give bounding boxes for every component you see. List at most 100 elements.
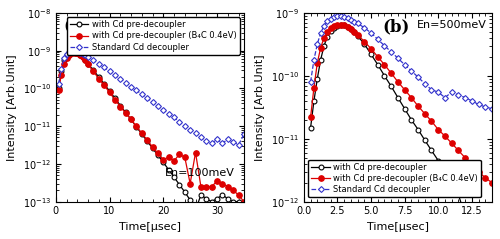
Standard Cd decoupler xyxy=(241,133,247,136)
with Cd pre-decoupler xyxy=(328,29,334,32)
Standard Cd decoupler xyxy=(61,57,67,60)
X-axis label: Time[μsec]: Time[μsec] xyxy=(119,222,181,232)
with Cd pre-decoupler (B₄C 0.4eV) xyxy=(328,26,334,29)
Standard Cd decoupler xyxy=(395,57,401,60)
Line: with Cd pre-decoupler: with Cd pre-decoupler xyxy=(56,49,246,212)
with Cd pre-decoupler xyxy=(150,147,156,150)
with Cd pre-decoupler (B₄C 0.4eV) xyxy=(85,63,91,66)
with Cd pre-decoupler (B₄C 0.4eV) xyxy=(344,26,350,29)
Standard Cd decoupler xyxy=(82,54,88,57)
with Cd pre-decoupler xyxy=(72,51,78,54)
Standard Cd decoupler xyxy=(122,81,128,84)
with Cd pre-decoupler xyxy=(408,118,414,121)
with Cd pre-decoupler (B₄C 0.4eV) xyxy=(362,40,368,43)
with Cd pre-decoupler xyxy=(82,58,88,61)
Standard Cd decoupler xyxy=(375,38,381,41)
with Cd pre-decoupler (B₄C 0.4eV) xyxy=(61,62,67,65)
Standard Cd decoupler xyxy=(334,15,340,18)
with Cd pre-decoupler (B₄C 0.4eV) xyxy=(388,72,394,75)
Standard Cd decoupler xyxy=(448,91,454,93)
with Cd pre-decoupler xyxy=(106,90,112,92)
with Cd pre-decoupler xyxy=(321,44,327,47)
with Cd pre-decoupler (B₄C 0.4eV) xyxy=(58,74,64,77)
with Cd pre-decoupler (B₄C 0.4eV) xyxy=(334,23,340,26)
with Cd pre-decoupler (B₄C 0.4eV) xyxy=(192,151,198,154)
Standard Cd decoupler xyxy=(354,22,360,25)
Standard Cd decoupler xyxy=(204,140,210,143)
Standard Cd decoupler xyxy=(408,69,414,72)
with Cd pre-decoupler (B₄C 0.4eV) xyxy=(90,70,96,73)
with Cd pre-decoupler xyxy=(187,199,193,201)
Standard Cd decoupler xyxy=(362,26,368,29)
with Cd pre-decoupler xyxy=(448,181,454,184)
Standard Cd decoupler xyxy=(236,143,242,146)
with Cd pre-decoupler (B₄C 0.4eV) xyxy=(220,182,226,185)
with Cd pre-decoupler (B₄C 0.4eV) xyxy=(318,46,324,49)
with Cd pre-decoupler (B₄C 0.4eV) xyxy=(208,185,214,188)
Standard Cd decoupler xyxy=(338,15,344,18)
Standard Cd decoupler xyxy=(382,44,388,47)
with Cd pre-decoupler xyxy=(456,193,462,196)
Standard Cd decoupler xyxy=(171,116,177,119)
with Cd pre-decoupler xyxy=(214,197,220,200)
Line: with Cd pre-decoupler (B₄C 0.4eV): with Cd pre-decoupler (B₄C 0.4eV) xyxy=(308,22,494,185)
Standard Cd decoupler xyxy=(348,18,354,21)
with Cd pre-decoupler xyxy=(198,194,204,196)
with Cd pre-decoupler (B₄C 0.4eV) xyxy=(489,181,495,184)
Y-axis label: Intensity [Arb.Unit]: Intensity [Arb.Unit] xyxy=(255,54,265,161)
Standard Cd decoupler xyxy=(160,109,166,111)
with Cd pre-decoupler xyxy=(122,111,128,114)
with Cd pre-decoupler xyxy=(382,74,388,77)
with Cd pre-decoupler (B₄C 0.4eV) xyxy=(171,159,177,162)
with Cd pre-decoupler (B₄C 0.4eV) xyxy=(214,180,220,183)
with Cd pre-decoupler xyxy=(208,200,214,203)
with Cd pre-decoupler xyxy=(341,23,347,26)
with Cd pre-decoupler xyxy=(442,170,448,173)
with Cd pre-decoupler (B₄C 0.4eV) xyxy=(122,112,128,115)
Standard Cd decoupler xyxy=(128,85,134,88)
with Cd pre-decoupler xyxy=(204,197,210,200)
Standard Cd decoupler xyxy=(134,89,140,92)
with Cd pre-decoupler xyxy=(171,175,177,178)
Standard Cd decoupler xyxy=(85,55,91,58)
Standard Cd decoupler xyxy=(144,97,150,100)
Standard Cd decoupler xyxy=(352,20,358,23)
with Cd pre-decoupler (B₄C 0.4eV) xyxy=(476,170,482,173)
Standard Cd decoupler xyxy=(435,91,441,93)
with Cd pre-decoupler xyxy=(182,190,188,193)
Line: Standard Cd decoupler: Standard Cd decoupler xyxy=(308,14,494,111)
Standard Cd decoupler xyxy=(139,93,145,96)
Standard Cd decoupler xyxy=(90,59,96,62)
with Cd pre-decoupler xyxy=(362,43,368,45)
with Cd pre-decoupler xyxy=(395,96,401,99)
with Cd pre-decoupler (B₄C 0.4eV) xyxy=(308,116,314,119)
with Cd pre-decoupler (B₄C 0.4eV) xyxy=(176,153,182,156)
Legend: with Cd pre-decoupler, with Cd pre-decoupler (B₄C 0.4eV), Standard Cd decoupler: with Cd pre-decoupler, with Cd pre-decou… xyxy=(66,17,240,55)
Standard Cd decoupler xyxy=(56,83,62,86)
with Cd pre-decoupler xyxy=(314,77,320,80)
with Cd pre-decoupler (B₄C 0.4eV) xyxy=(338,23,344,26)
with Cd pre-decoupler xyxy=(128,118,134,121)
with Cd pre-decoupler (B₄C 0.4eV) xyxy=(241,200,247,203)
with Cd pre-decoupler (B₄C 0.4eV) xyxy=(187,182,193,185)
with Cd pre-decoupler (B₄C 0.4eV) xyxy=(204,185,210,188)
Standard Cd decoupler xyxy=(166,113,172,115)
with Cd pre-decoupler xyxy=(69,50,75,53)
with Cd pre-decoupler xyxy=(428,149,434,152)
with Cd pre-decoupler (B₄C 0.4eV) xyxy=(139,132,145,135)
with Cd pre-decoupler (B₄C 0.4eV) xyxy=(225,185,231,188)
with Cd pre-decoupler (B₄C 0.4eV) xyxy=(435,128,441,131)
with Cd pre-decoupler (B₄C 0.4eV) xyxy=(442,135,448,137)
with Cd pre-decoupler xyxy=(422,139,428,141)
with Cd pre-decoupler xyxy=(220,194,226,196)
with Cd pre-decoupler xyxy=(139,133,145,136)
with Cd pre-decoupler (B₄C 0.4eV) xyxy=(106,91,112,94)
Line: with Cd pre-decoupler: with Cd pre-decoupler xyxy=(308,22,494,239)
with Cd pre-decoupler (B₄C 0.4eV) xyxy=(368,47,374,50)
with Cd pre-decoupler (B₄C 0.4eV) xyxy=(80,55,86,58)
Standard Cd decoupler xyxy=(96,62,102,65)
with Cd pre-decoupler xyxy=(476,233,482,236)
with Cd pre-decoupler xyxy=(482,238,488,239)
with Cd pre-decoupler (B₄C 0.4eV) xyxy=(341,24,347,27)
Standard Cd decoupler xyxy=(344,17,350,20)
